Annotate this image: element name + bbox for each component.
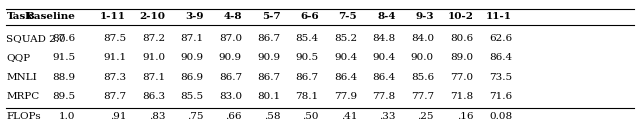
Text: 73.5: 73.5 [489,73,512,82]
Text: 86.7: 86.7 [257,34,280,43]
Text: .33: .33 [379,112,396,121]
Text: 8-4: 8-4 [377,12,396,21]
Text: Baseline: Baseline [26,12,76,21]
Text: 84.0: 84.0 [411,34,434,43]
Text: FLOPs: FLOPs [6,112,41,121]
Text: 87.5: 87.5 [103,34,126,43]
Text: 86.9: 86.9 [180,73,204,82]
Text: .58: .58 [264,112,280,121]
Text: 71.8: 71.8 [451,92,474,101]
Text: 78.1: 78.1 [296,92,319,101]
Text: 86.4: 86.4 [334,73,357,82]
Text: SQUAD 2.0: SQUAD 2.0 [6,34,66,43]
Text: 85.6: 85.6 [411,73,434,82]
Text: 91.1: 91.1 [103,53,126,62]
Text: 88.9: 88.9 [52,73,76,82]
Text: 7-5: 7-5 [339,12,357,21]
Text: 5-7: 5-7 [262,12,280,21]
Text: 77.7: 77.7 [411,92,434,101]
Text: .41: .41 [340,112,357,121]
Text: 89.0: 89.0 [451,53,474,62]
Text: 87.2: 87.2 [142,34,165,43]
Text: 4-8: 4-8 [223,12,242,21]
Text: 62.6: 62.6 [489,34,512,43]
Text: 87.1: 87.1 [180,34,204,43]
Text: .25: .25 [417,112,434,121]
Text: 90.0: 90.0 [411,53,434,62]
Text: 90.4: 90.4 [372,53,396,62]
Text: Task: Task [6,12,33,21]
Text: 87.1: 87.1 [142,73,165,82]
Text: 77.8: 77.8 [372,92,396,101]
Text: 86.3: 86.3 [142,92,165,101]
Text: 86.7: 86.7 [296,73,319,82]
Text: 85.2: 85.2 [334,34,357,43]
Text: 1.0: 1.0 [59,112,76,121]
Text: 90.9: 90.9 [180,53,204,62]
Text: 1-11: 1-11 [100,12,126,21]
Text: 6-6: 6-6 [300,12,319,21]
Text: 86.7: 86.7 [257,73,280,82]
Text: 90.4: 90.4 [334,53,357,62]
Text: 3-9: 3-9 [185,12,204,21]
Text: 11-1: 11-1 [486,12,512,21]
Text: .91: .91 [109,112,126,121]
Text: 85.4: 85.4 [296,34,319,43]
Text: .66: .66 [225,112,242,121]
Text: MNLI: MNLI [6,73,37,82]
Text: .50: .50 [302,112,319,121]
Text: 90.9: 90.9 [257,53,280,62]
Text: 80.1: 80.1 [257,92,280,101]
Text: 87.7: 87.7 [103,92,126,101]
Text: 0.08: 0.08 [489,112,512,121]
Text: 80.6: 80.6 [451,34,474,43]
Text: 86.4: 86.4 [489,53,512,62]
Text: 2-10: 2-10 [139,12,165,21]
Text: .75: .75 [187,112,204,121]
Text: 71.6: 71.6 [489,92,512,101]
Text: 9-3: 9-3 [415,12,434,21]
Text: 87.6: 87.6 [52,34,76,43]
Text: 77.0: 77.0 [451,73,474,82]
Text: .16: .16 [457,112,474,121]
Text: 87.0: 87.0 [219,34,242,43]
Text: QQP: QQP [6,53,31,62]
Text: 86.4: 86.4 [372,73,396,82]
Text: 91.0: 91.0 [142,53,165,62]
Text: 83.0: 83.0 [219,92,242,101]
Text: 87.3: 87.3 [103,73,126,82]
Text: 77.9: 77.9 [334,92,357,101]
Text: 86.7: 86.7 [219,73,242,82]
Text: 89.5: 89.5 [52,92,76,101]
Text: MRPC: MRPC [6,92,40,101]
Text: 90.9: 90.9 [219,53,242,62]
Text: .83: .83 [148,112,165,121]
Text: 85.5: 85.5 [180,92,204,101]
Text: 91.5: 91.5 [52,53,76,62]
Text: 90.5: 90.5 [296,53,319,62]
Text: 10-2: 10-2 [447,12,474,21]
Text: 84.8: 84.8 [372,34,396,43]
